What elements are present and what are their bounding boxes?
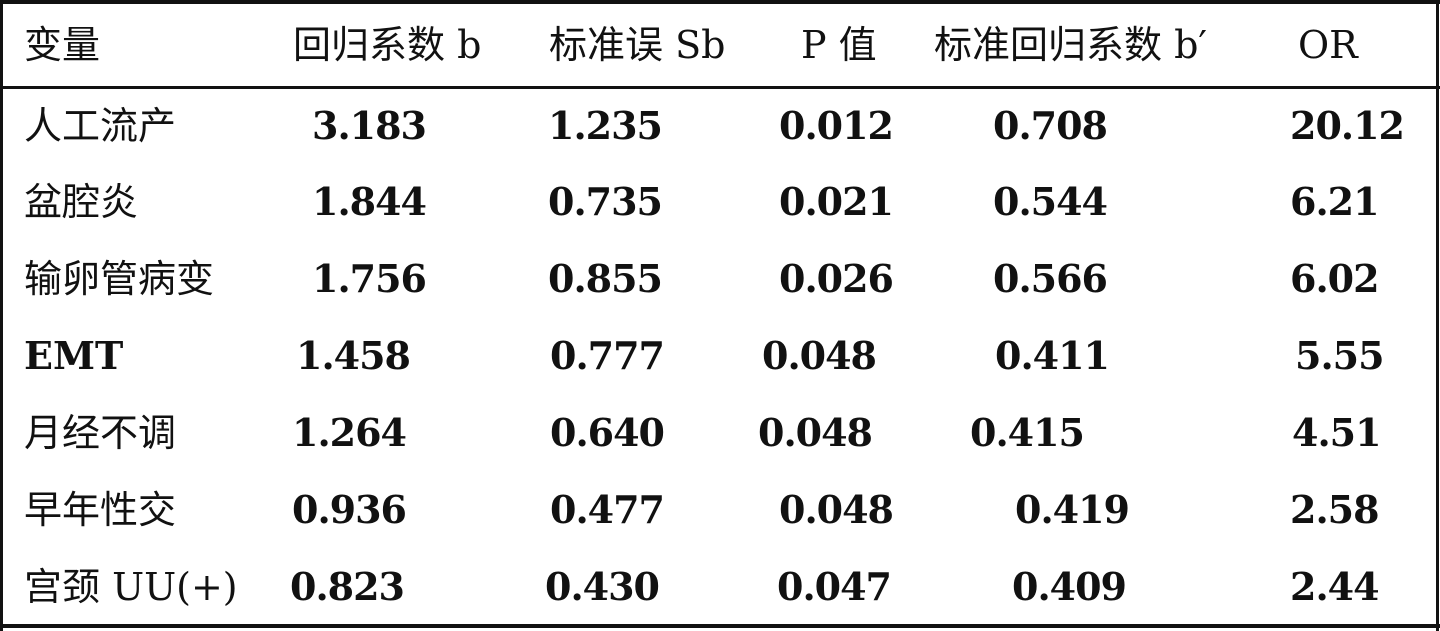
row-p-value: 0.021: [779, 179, 894, 224]
header-standard-error: 标准误 Sb: [549, 23, 726, 67]
row-p-value: 0.048: [779, 487, 894, 532]
row-p-value: 0.048: [758, 410, 873, 455]
row-variable: 早年性交: [24, 488, 177, 532]
row-variable: 输卵管病变: [24, 257, 215, 301]
bottom-rule: [0, 624, 1440, 628]
row-p-value: 0.026: [779, 256, 894, 301]
row-standardized-coefficient: 0.419: [1015, 487, 1130, 532]
row-standard-error: 0.777: [550, 333, 665, 378]
row-variable: 人工流产: [24, 104, 177, 148]
row-or: 6.21: [1290, 179, 1380, 224]
row-standard-error: 1.235: [548, 103, 663, 148]
row-standardized-coefficient: 0.415: [970, 410, 1085, 455]
header-standardized-coefficient: 标准回归系数 b′: [934, 23, 1208, 67]
row-p-value: 0.012: [779, 103, 894, 148]
row-or: 2.44: [1290, 564, 1380, 609]
header-rule: [0, 86, 1440, 89]
row-or: 4.51: [1292, 410, 1382, 455]
row-variable: 月经不调: [24, 411, 177, 455]
row-or: 5.55: [1295, 333, 1385, 378]
row-standard-error: 0.430: [545, 564, 660, 609]
header-variable: 变量: [24, 23, 101, 67]
row-standardized-coefficient: 0.708: [993, 103, 1108, 148]
left-border: [0, 0, 3, 631]
row-standard-error: 0.855: [548, 256, 663, 301]
row-standardized-coefficient: 0.411: [995, 333, 1110, 378]
header-or: OR: [1298, 23, 1358, 67]
row-standard-error: 0.640: [550, 410, 665, 455]
row-standard-error: 0.735: [548, 179, 663, 224]
header-p-value: P 值: [801, 23, 877, 67]
row-p-value: 0.048: [762, 333, 877, 378]
row-coefficient-b: 1.756: [312, 256, 427, 301]
row-variable: 盆腔炎: [24, 180, 139, 224]
row-variable: 宫颈 UU(+): [24, 565, 238, 609]
row-or: 2.58: [1290, 487, 1380, 532]
row-coefficient-b: 3.183: [312, 103, 427, 148]
row-coefficient-b: 1.458: [296, 333, 411, 378]
row-coefficient-b: 0.823: [290, 564, 405, 609]
row-standardized-coefficient: 0.409: [1012, 564, 1127, 609]
row-variable: EMT: [24, 333, 124, 378]
row-or: 6.02: [1290, 256, 1380, 301]
row-or: 20.12: [1290, 103, 1405, 148]
row-coefficient-b: 1.844: [312, 179, 427, 224]
row-standardized-coefficient: 0.566: [993, 256, 1108, 301]
row-standardized-coefficient: 0.544: [993, 179, 1108, 224]
row-coefficient-b: 1.264: [292, 410, 407, 455]
row-coefficient-b: 0.936: [292, 487, 407, 532]
row-standard-error: 0.477: [550, 487, 665, 532]
row-p-value: 0.047: [777, 564, 892, 609]
top-rule: [0, 0, 1440, 4]
right-border: [1436, 0, 1439, 631]
header-coefficient-b: 回归系数 b: [293, 23, 482, 67]
